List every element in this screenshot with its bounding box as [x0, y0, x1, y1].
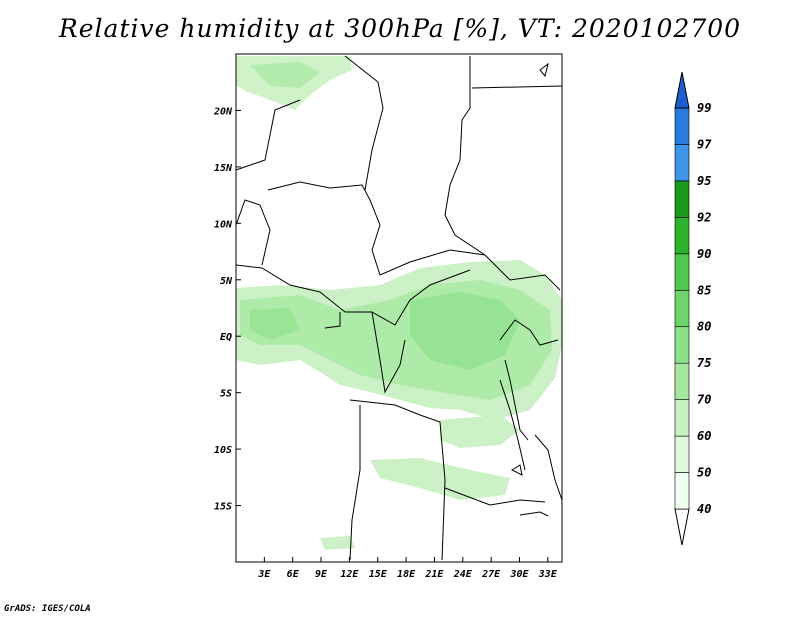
colorbar-label: 70 [697, 393, 711, 407]
colorbar-label: 85 [697, 283, 711, 297]
colorbar-segment [674, 399, 690, 437]
lat-tick-label: 15N [214, 163, 233, 174]
colorbar-segment [674, 326, 690, 364]
lon-tick-label: 33E [538, 569, 558, 580]
lon-tick-label: 30E [509, 569, 529, 580]
colorbar-segment [674, 144, 690, 182]
lon-tick-label: 24E [453, 569, 473, 580]
lat-tick-label: 5S [220, 389, 232, 400]
lat-tick-label: EQ [220, 332, 232, 343]
lon-tick-label: 27E [481, 569, 501, 580]
colorbar-label: 75 [697, 356, 711, 370]
lat-tick-label: 10S [214, 445, 232, 456]
lakes [504, 62, 549, 517]
humidity-shading [236, 56, 562, 550]
lat-tick-label: 10N [214, 219, 233, 230]
lat-axis: 20N 15N 10N 5N EQ 5S 10S 15S [213, 106, 241, 513]
colorbar-segment [674, 362, 690, 400]
colorbar-segment [674, 472, 690, 510]
lat-tick-label: 20N [213, 106, 233, 117]
lat-tick-label: 5N [220, 276, 233, 287]
colorbar-label: 99 [697, 101, 711, 115]
lat-tick-label: 15S [214, 502, 232, 513]
colorbar-label: 95 [697, 174, 711, 188]
colorbar-label: 50 [697, 466, 711, 480]
colorbar-high-cap [674, 71, 690, 109]
colorbar-label: 80 [697, 320, 711, 334]
colorbar-segment [674, 435, 690, 473]
credit-text: GrADS: IGES/COLA [4, 604, 91, 614]
colorbar-segment [674, 253, 690, 291]
lon-tick-label: 21E [424, 569, 444, 580]
lon-axis: 3E 6E 9E 12E 15E 18E 21E 24E 27E 30E 33E [257, 557, 558, 580]
chart-title: Relative humidity at 300hPa [%], VT: 202… [58, 14, 742, 43]
colorbar-low-cap [674, 508, 690, 546]
lon-tick-label: 3E [257, 569, 271, 580]
colorbar-segment [674, 289, 690, 328]
colorbar-segment [674, 107, 690, 145]
lon-tick-label: 15E [369, 569, 388, 580]
lon-tick-label: 18E [397, 569, 416, 580]
colorbar: 40 50 60 70 75 80 85 90 92 95 97 99 [674, 71, 712, 546]
colorbar-label: 40 [697, 502, 711, 516]
colorbar-segment [674, 217, 690, 255]
lon-tick-label: 6E [287, 569, 300, 580]
country-borders [235, 55, 563, 561]
colorbar-label: 60 [697, 429, 711, 443]
colorbar-label: 90 [697, 247, 711, 261]
lon-tick-label: 9E [315, 569, 328, 580]
map-frame-border [235, 53, 563, 563]
colorbar-label: 97 [697, 137, 712, 151]
colorbar-label: 92 [697, 210, 711, 224]
lon-tick-label: 12E [340, 569, 359, 580]
colorbar-segment [674, 180, 690, 218]
